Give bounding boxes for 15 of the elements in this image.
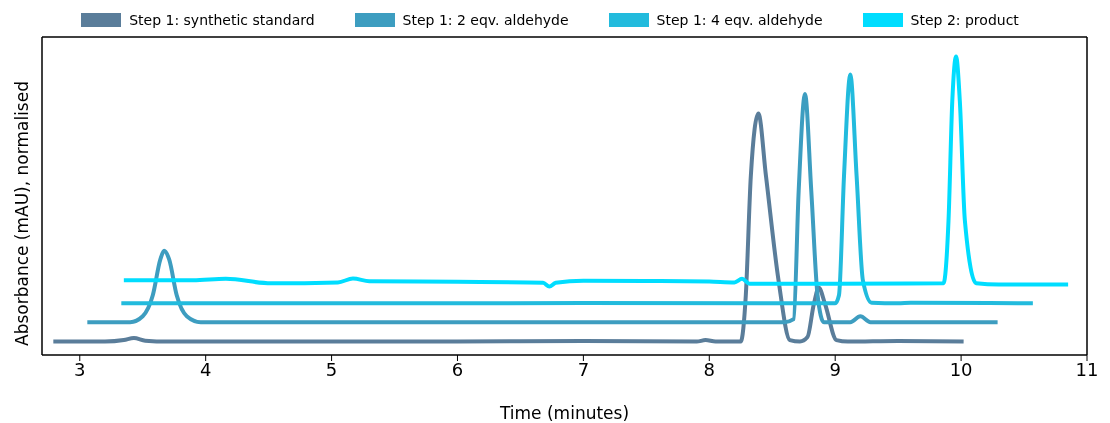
legend-label: Step 2: product xyxy=(909,12,1019,28)
x-tick-label: 7 xyxy=(577,358,590,380)
legend-label: Step 1: 4 eqv. aldehyde xyxy=(655,12,823,28)
x-axis-title: Time (minutes) xyxy=(498,403,630,423)
x-tick-label: 3 xyxy=(74,358,86,380)
x-tick-label: 6 xyxy=(451,358,464,380)
y-axis-title: Absorbance (mAU), normalised xyxy=(12,81,33,346)
x-tick-label: 5 xyxy=(325,358,338,380)
legend-label: Step 1: synthetic standard xyxy=(128,12,315,28)
x-tick-label: 8 xyxy=(703,358,716,380)
x-tick-label: 4 xyxy=(199,358,212,380)
x-tick-label: 11 xyxy=(1075,358,1099,380)
x-tick-label: 10 xyxy=(949,358,973,380)
legend-label: Step 1: 2 eqv. aldehyde xyxy=(401,12,569,28)
x-tick-label: 9 xyxy=(829,358,841,380)
